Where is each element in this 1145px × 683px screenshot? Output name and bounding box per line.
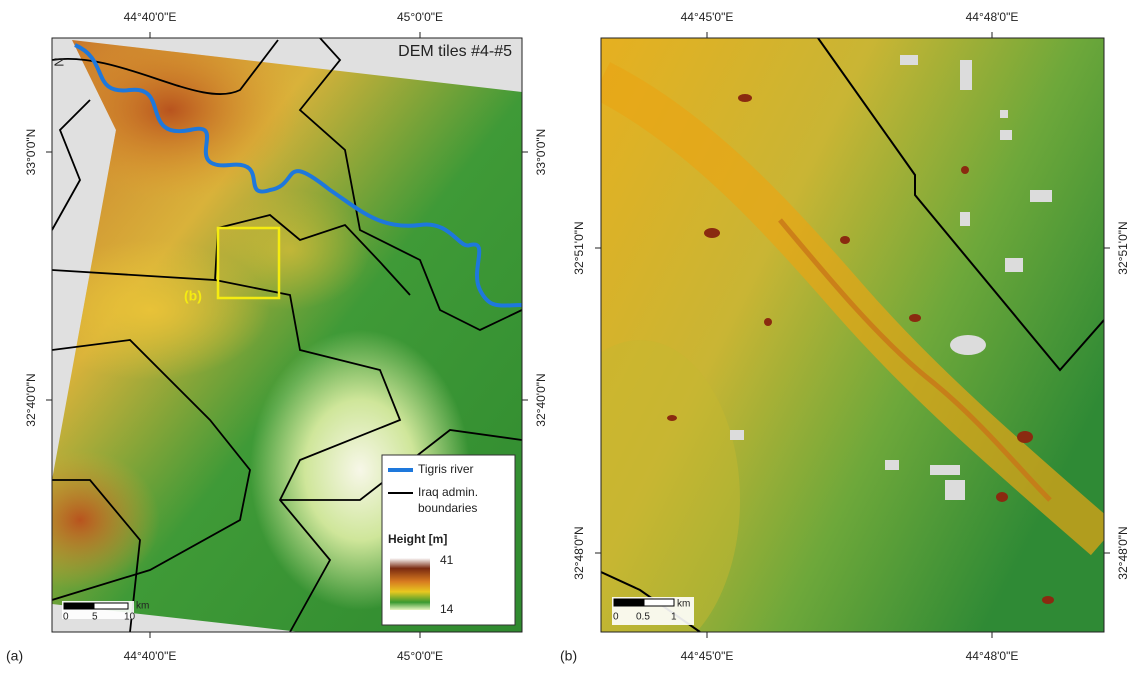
north-arrow: N xyxy=(51,57,66,66)
top-tick-label: 44°45'0"E xyxy=(681,10,734,24)
dem-raster xyxy=(601,38,1104,632)
scale-bar: km 0 5 10 xyxy=(62,601,149,623)
map-title: DEM tiles #4-#5 xyxy=(398,43,512,60)
scale-tick: 5 xyxy=(92,612,98,623)
right-tick-label: 33°0'0"N xyxy=(534,129,548,176)
scale-tick: 0 xyxy=(613,612,619,623)
right-tick-label: 32°51'0"N xyxy=(1116,221,1130,274)
legend-label: boundaries xyxy=(418,501,477,515)
legend-label: Iraq admin. xyxy=(418,485,478,499)
colorbar-min: 14 xyxy=(440,602,454,616)
top-tick-label: 44°48'0"E xyxy=(966,10,1019,24)
scale-unit: km xyxy=(136,601,149,612)
tigris-river xyxy=(74,43,522,308)
colorbar xyxy=(390,558,430,610)
scale-tick: 1 xyxy=(671,612,677,623)
panel-b: km 0 0.5 1 44°45'0"E 44°48'0"E 44°45'0"E… xyxy=(560,10,1130,664)
legend-title: Height [m] xyxy=(388,532,447,546)
panel-label: (b) xyxy=(560,648,577,664)
bottom-tick-label: 44°40'0"E xyxy=(124,649,177,663)
bottom-tick-label: 45°0'0"E xyxy=(397,649,443,663)
map-frame xyxy=(51,37,523,633)
colorbar-max: 41 xyxy=(440,553,454,567)
right-tick-label: 32°40'0"N xyxy=(534,373,548,426)
scale-tick: 0 xyxy=(63,612,69,623)
legend-label: Tigris river xyxy=(418,462,474,476)
scale-tick: 10 xyxy=(124,612,136,623)
inset-label: (b) xyxy=(184,288,202,304)
bottom-tick-label: 44°48'0"E xyxy=(966,649,1019,663)
panel-label: (a) xyxy=(6,648,23,664)
right-tick-label: 32°48'0"N xyxy=(1116,526,1130,579)
map-frame xyxy=(600,37,1105,633)
left-tick-label: 32°51'0"N xyxy=(572,221,586,274)
scale-unit: km xyxy=(677,599,690,610)
scale-tick: 0.5 xyxy=(636,612,650,623)
left-tick-label: 33°0'0"N xyxy=(24,129,38,176)
legend: Tigris river Iraq admin. boundaries Heig… xyxy=(381,454,516,626)
scale-bar: km 0 0.5 1 xyxy=(612,597,694,625)
top-tick-label: 44°40'0"E xyxy=(124,10,177,24)
inset-box xyxy=(216,226,281,300)
top-tick-label: 45°0'0"E xyxy=(397,10,443,24)
bottom-tick-label: 44°45'0"E xyxy=(681,649,734,663)
left-tick-label: 32°48'0"N xyxy=(572,526,586,579)
left-tick-label: 32°40'0"N xyxy=(24,373,38,426)
panel-a: (b) DEM tiles #4-#5 N Tigris river Iraq … xyxy=(6,10,548,664)
